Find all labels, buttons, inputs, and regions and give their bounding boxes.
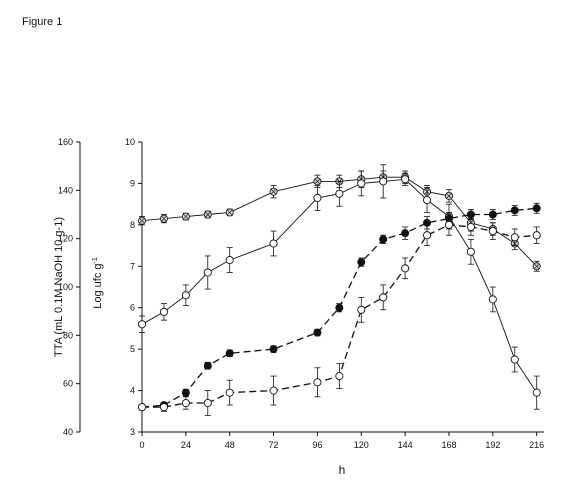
data-point [336,304,343,311]
x-tick-label: 216 [529,440,544,450]
data-point [511,234,518,241]
data-point [402,230,409,237]
data-point [511,356,518,363]
data-point [402,176,409,183]
data-point [467,223,474,230]
data-point [226,389,233,396]
data-point [226,256,233,263]
y-left-tick-label: 60 [63,379,73,389]
data-point [533,205,540,212]
data-point [489,211,496,218]
chart-plot-area [138,165,540,416]
x-tick-label: 96 [312,440,322,450]
y-right-tick-label: 4 [130,386,135,396]
y-right-tick-label: 3 [130,427,135,437]
data-point [314,379,321,386]
x-axis-label: h [339,463,346,477]
y-axis-left-label: TTA (mL 0.1M NaOH 10 g-1) [53,217,65,357]
data-point [358,180,365,187]
data-point [160,308,167,315]
data-point [511,207,518,214]
x-tick-label: 120 [354,440,369,450]
y-left-tick-label: 40 [63,427,73,437]
data-point [138,404,145,411]
data-point [489,296,496,303]
data-point [467,211,474,218]
x-tick-label: 72 [269,440,279,450]
data-point [423,232,430,239]
y-axis-right-superscript: -1 [92,257,99,263]
y-left-tick-label: 140 [58,185,73,195]
data-point [270,346,277,353]
y-right-tick-label: 9 [130,178,135,188]
x-tick-label: 24 [181,440,191,450]
series-4 [138,215,540,416]
chart-ticks: 0244872961201441681922164060801001201401… [58,137,544,450]
data-point [314,329,321,336]
y-right-tick-label: 8 [130,220,135,230]
data-point [314,194,321,201]
data-point [445,221,452,228]
y-axis-right-unit: Log ufc g [92,263,104,308]
x-tick-label: 144 [398,440,413,450]
data-point [270,240,277,247]
data-point [160,404,167,411]
y-left-tick-label: 160 [58,137,73,147]
data-point [270,387,277,394]
data-point [204,399,211,406]
data-point [336,372,343,379]
y-right-tick-label: 10 [125,137,135,147]
data-point [358,306,365,313]
data-point [204,362,211,369]
data-point [182,389,189,396]
data-point [533,389,540,396]
y-right-tick-label: 5 [130,344,135,354]
data-point [358,259,365,266]
y-right-tick-label: 6 [130,303,135,313]
x-tick-label: 192 [485,440,500,450]
data-point [489,227,496,234]
data-point [402,265,409,272]
x-tick-label: 48 [225,440,235,450]
x-tick-label: 0 [139,440,144,450]
chart-axes [80,142,544,432]
data-point [336,190,343,197]
series-line [142,179,537,392]
data-point [204,269,211,276]
x-tick-label: 168 [441,440,456,450]
data-point [380,178,387,185]
data-point [380,236,387,243]
data-point [226,350,233,357]
y-right-tick-label: 7 [130,261,135,271]
y-axis-right-label: Log ufc g-1 [92,257,104,309]
data-point [533,232,540,239]
data-point [182,292,189,299]
data-point [423,196,430,203]
data-point [138,321,145,328]
data-point [467,248,474,255]
data-point [182,399,189,406]
data-point [380,294,387,301]
